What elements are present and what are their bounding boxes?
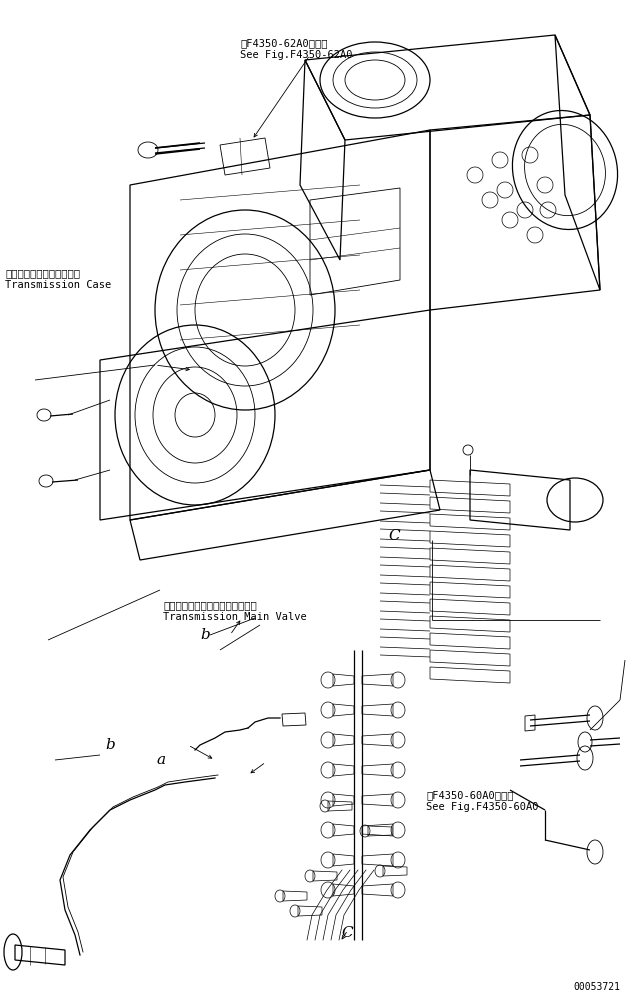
Text: C: C bbox=[388, 529, 400, 543]
Text: a: a bbox=[156, 753, 166, 767]
Text: b: b bbox=[105, 738, 115, 752]
Text: トランスミッションケース
Transmission Case: トランスミッションケース Transmission Case bbox=[5, 268, 111, 290]
Text: 第F4350-62A0図参照
See Fig.F4350-62A0: 第F4350-62A0図参照 See Fig.F4350-62A0 bbox=[240, 38, 352, 60]
Text: トランスミッションメインバルブ
Transmission Main Valve: トランスミッションメインバルブ Transmission Main Valve bbox=[163, 600, 306, 622]
Text: 第F4350-60A0図参照
See Fig.F4350-60A0: 第F4350-60A0図参照 See Fig.F4350-60A0 bbox=[426, 790, 538, 812]
Text: C: C bbox=[341, 926, 353, 940]
Text: b: b bbox=[200, 628, 210, 642]
Text: 00053721: 00053721 bbox=[573, 982, 620, 992]
